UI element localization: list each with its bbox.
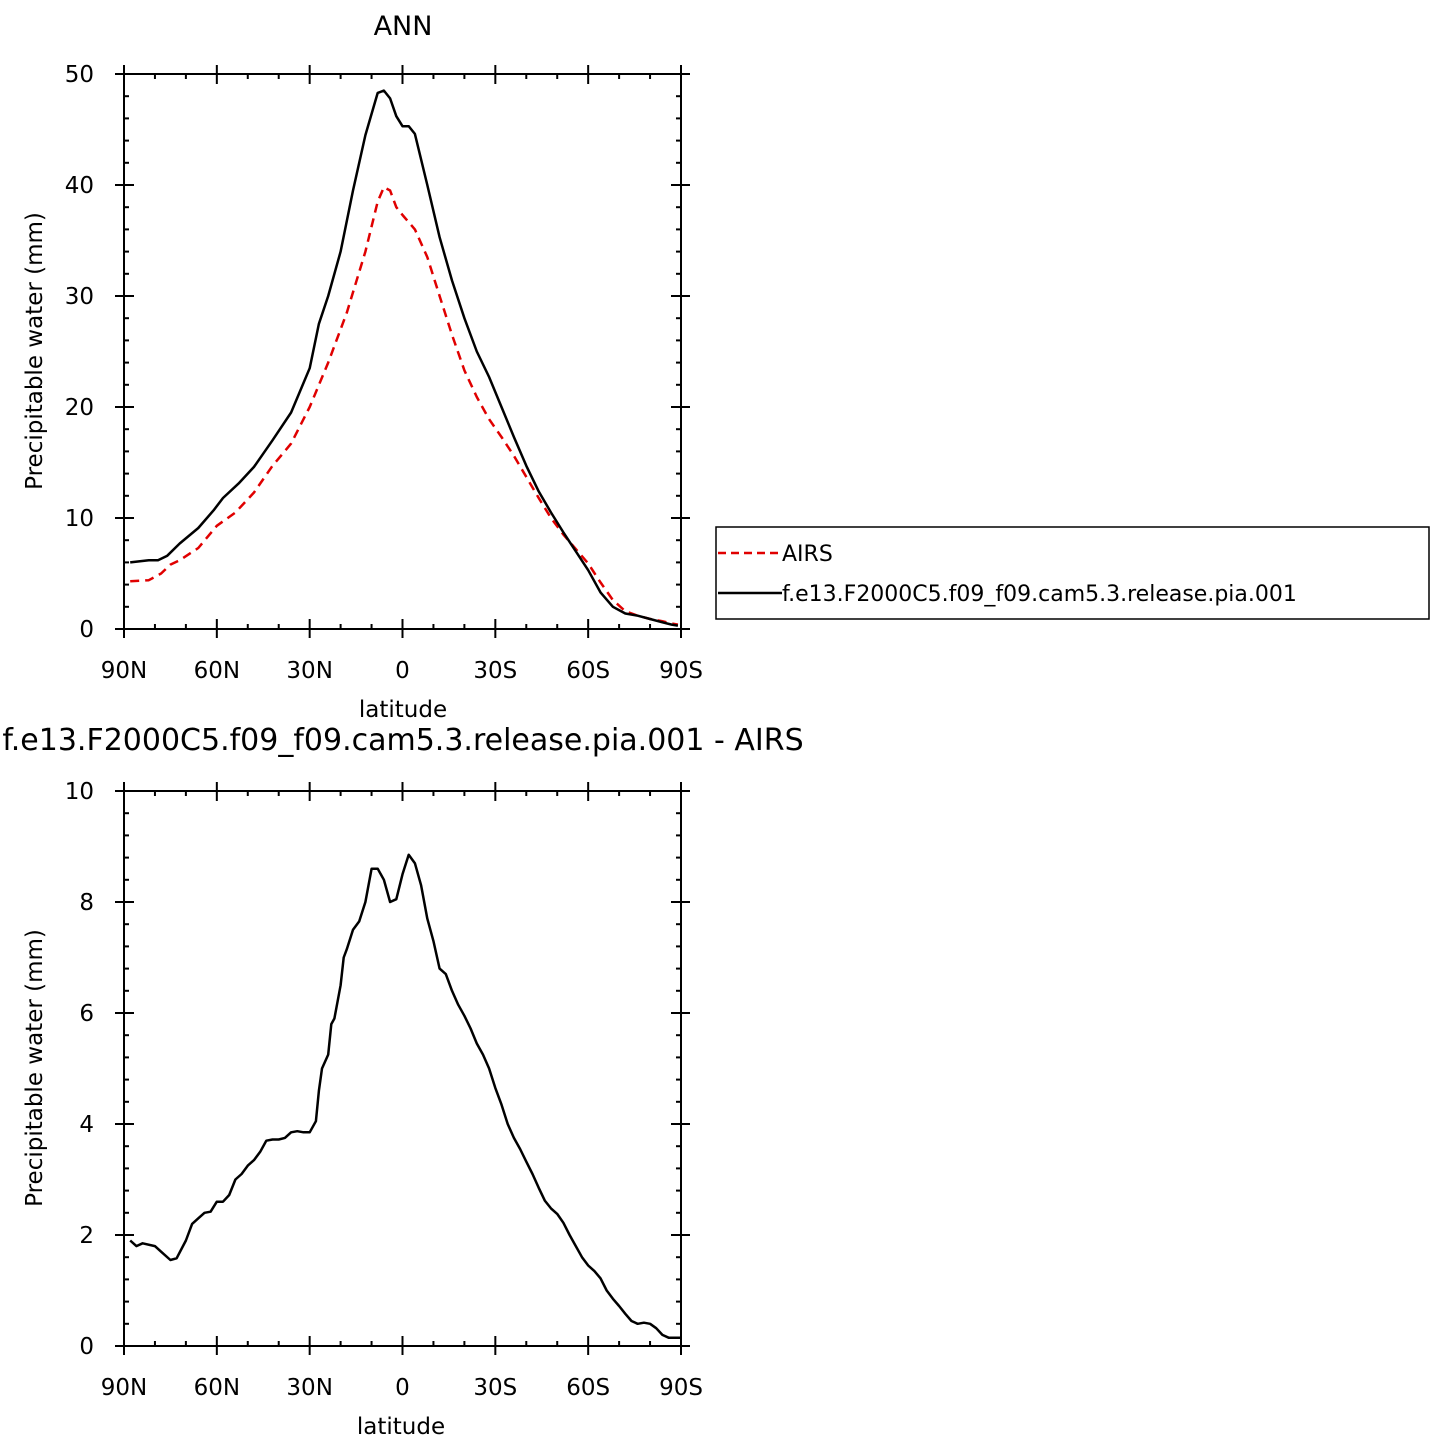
- bottom-plot-frame: [123, 790, 682, 1347]
- y-tick-label: 4: [79, 1112, 94, 1138]
- top-y-axis-label: Precipitable water (mm): [22, 212, 48, 490]
- y-tick-label: 2: [79, 1223, 94, 1249]
- x-tick-label: 90S: [659, 658, 703, 684]
- legend-label-model: f.e13.F2000C5.f09_f09.cam5.3.release.pia…: [782, 582, 1297, 607]
- x-tick-label: 60S: [566, 658, 610, 684]
- x-tick-label: 30S: [473, 658, 517, 684]
- legend-box: [715, 526, 1430, 620]
- x-tick-label: 30S: [473, 1375, 517, 1401]
- y-tick-label: 8: [79, 890, 94, 916]
- y-tick-label: 20: [65, 395, 94, 421]
- x-tick-label: 30N: [286, 1375, 332, 1401]
- x-tick-label: 90N: [101, 658, 147, 684]
- bottom-axis-ticks: [115, 782, 690, 1355]
- y-tick-label: 50: [65, 62, 94, 88]
- bottom-series-group: [129, 853, 681, 1339]
- top-series-group: [130, 89, 679, 627]
- top-y-tick-labels: 0 10 20 30 40 50: [65, 62, 94, 643]
- x-tick-label: 90S: [659, 1375, 703, 1401]
- bottom-panel: f.e13.F2000C5.f09_f09.cam5.3.release.pia…: [2, 723, 803, 1440]
- y-tick-label: 10: [65, 506, 94, 532]
- y-tick-label: 0: [79, 617, 94, 643]
- y-tick-label: 40: [65, 173, 94, 199]
- top-x-axis-label: latitude: [359, 697, 447, 723]
- top-x-tick-labels: 90N 60N 30N 0 30S 60S 90S: [101, 658, 703, 684]
- x-tick-label: 60S: [566, 1375, 610, 1401]
- top-chart-title: ANN: [374, 11, 433, 42]
- bottom-y-axis-label: Precipitable water (mm): [22, 929, 48, 1207]
- top-axis-ticks: [115, 65, 690, 638]
- legend-label-airs: AIRS: [782, 542, 833, 567]
- x-tick-label: 60N: [194, 658, 240, 684]
- bottom-chart-title: f.e13.F2000C5.f09_f09.cam5.3.release.pia…: [2, 723, 803, 758]
- y-tick-label: 10: [65, 779, 94, 805]
- y-tick-label: 0: [79, 1334, 94, 1360]
- series-line-0: [130, 185, 679, 626]
- x-tick-label: 60N: [194, 1375, 240, 1401]
- x-tick-label: 0: [395, 1375, 410, 1401]
- legend: AIRS f.e13.F2000C5.f09_f09.cam5.3.releas…: [715, 526, 1430, 620]
- series-line-1: [130, 89, 679, 627]
- bottom-x-tick-labels: 90N 60N 30N 0 30S 60S 90S: [101, 1375, 703, 1401]
- y-tick-label: 30: [65, 284, 94, 310]
- top-panel: ANN 0 10 20 30 40 50 90N 60N 30N 0 30S 60S 90S lati…: [22, 11, 703, 723]
- bottom-x-axis-label: latitude: [357, 1414, 445, 1440]
- series-line-0: [129, 853, 681, 1339]
- x-tick-label: 30N: [286, 658, 332, 684]
- x-tick-label: 90N: [101, 1375, 147, 1401]
- bottom-y-tick-labels: 0 2 4 6 8 10: [65, 779, 94, 1360]
- top-plot-frame: [123, 73, 682, 630]
- x-tick-label: 0: [395, 658, 410, 684]
- y-tick-label: 6: [79, 1001, 94, 1027]
